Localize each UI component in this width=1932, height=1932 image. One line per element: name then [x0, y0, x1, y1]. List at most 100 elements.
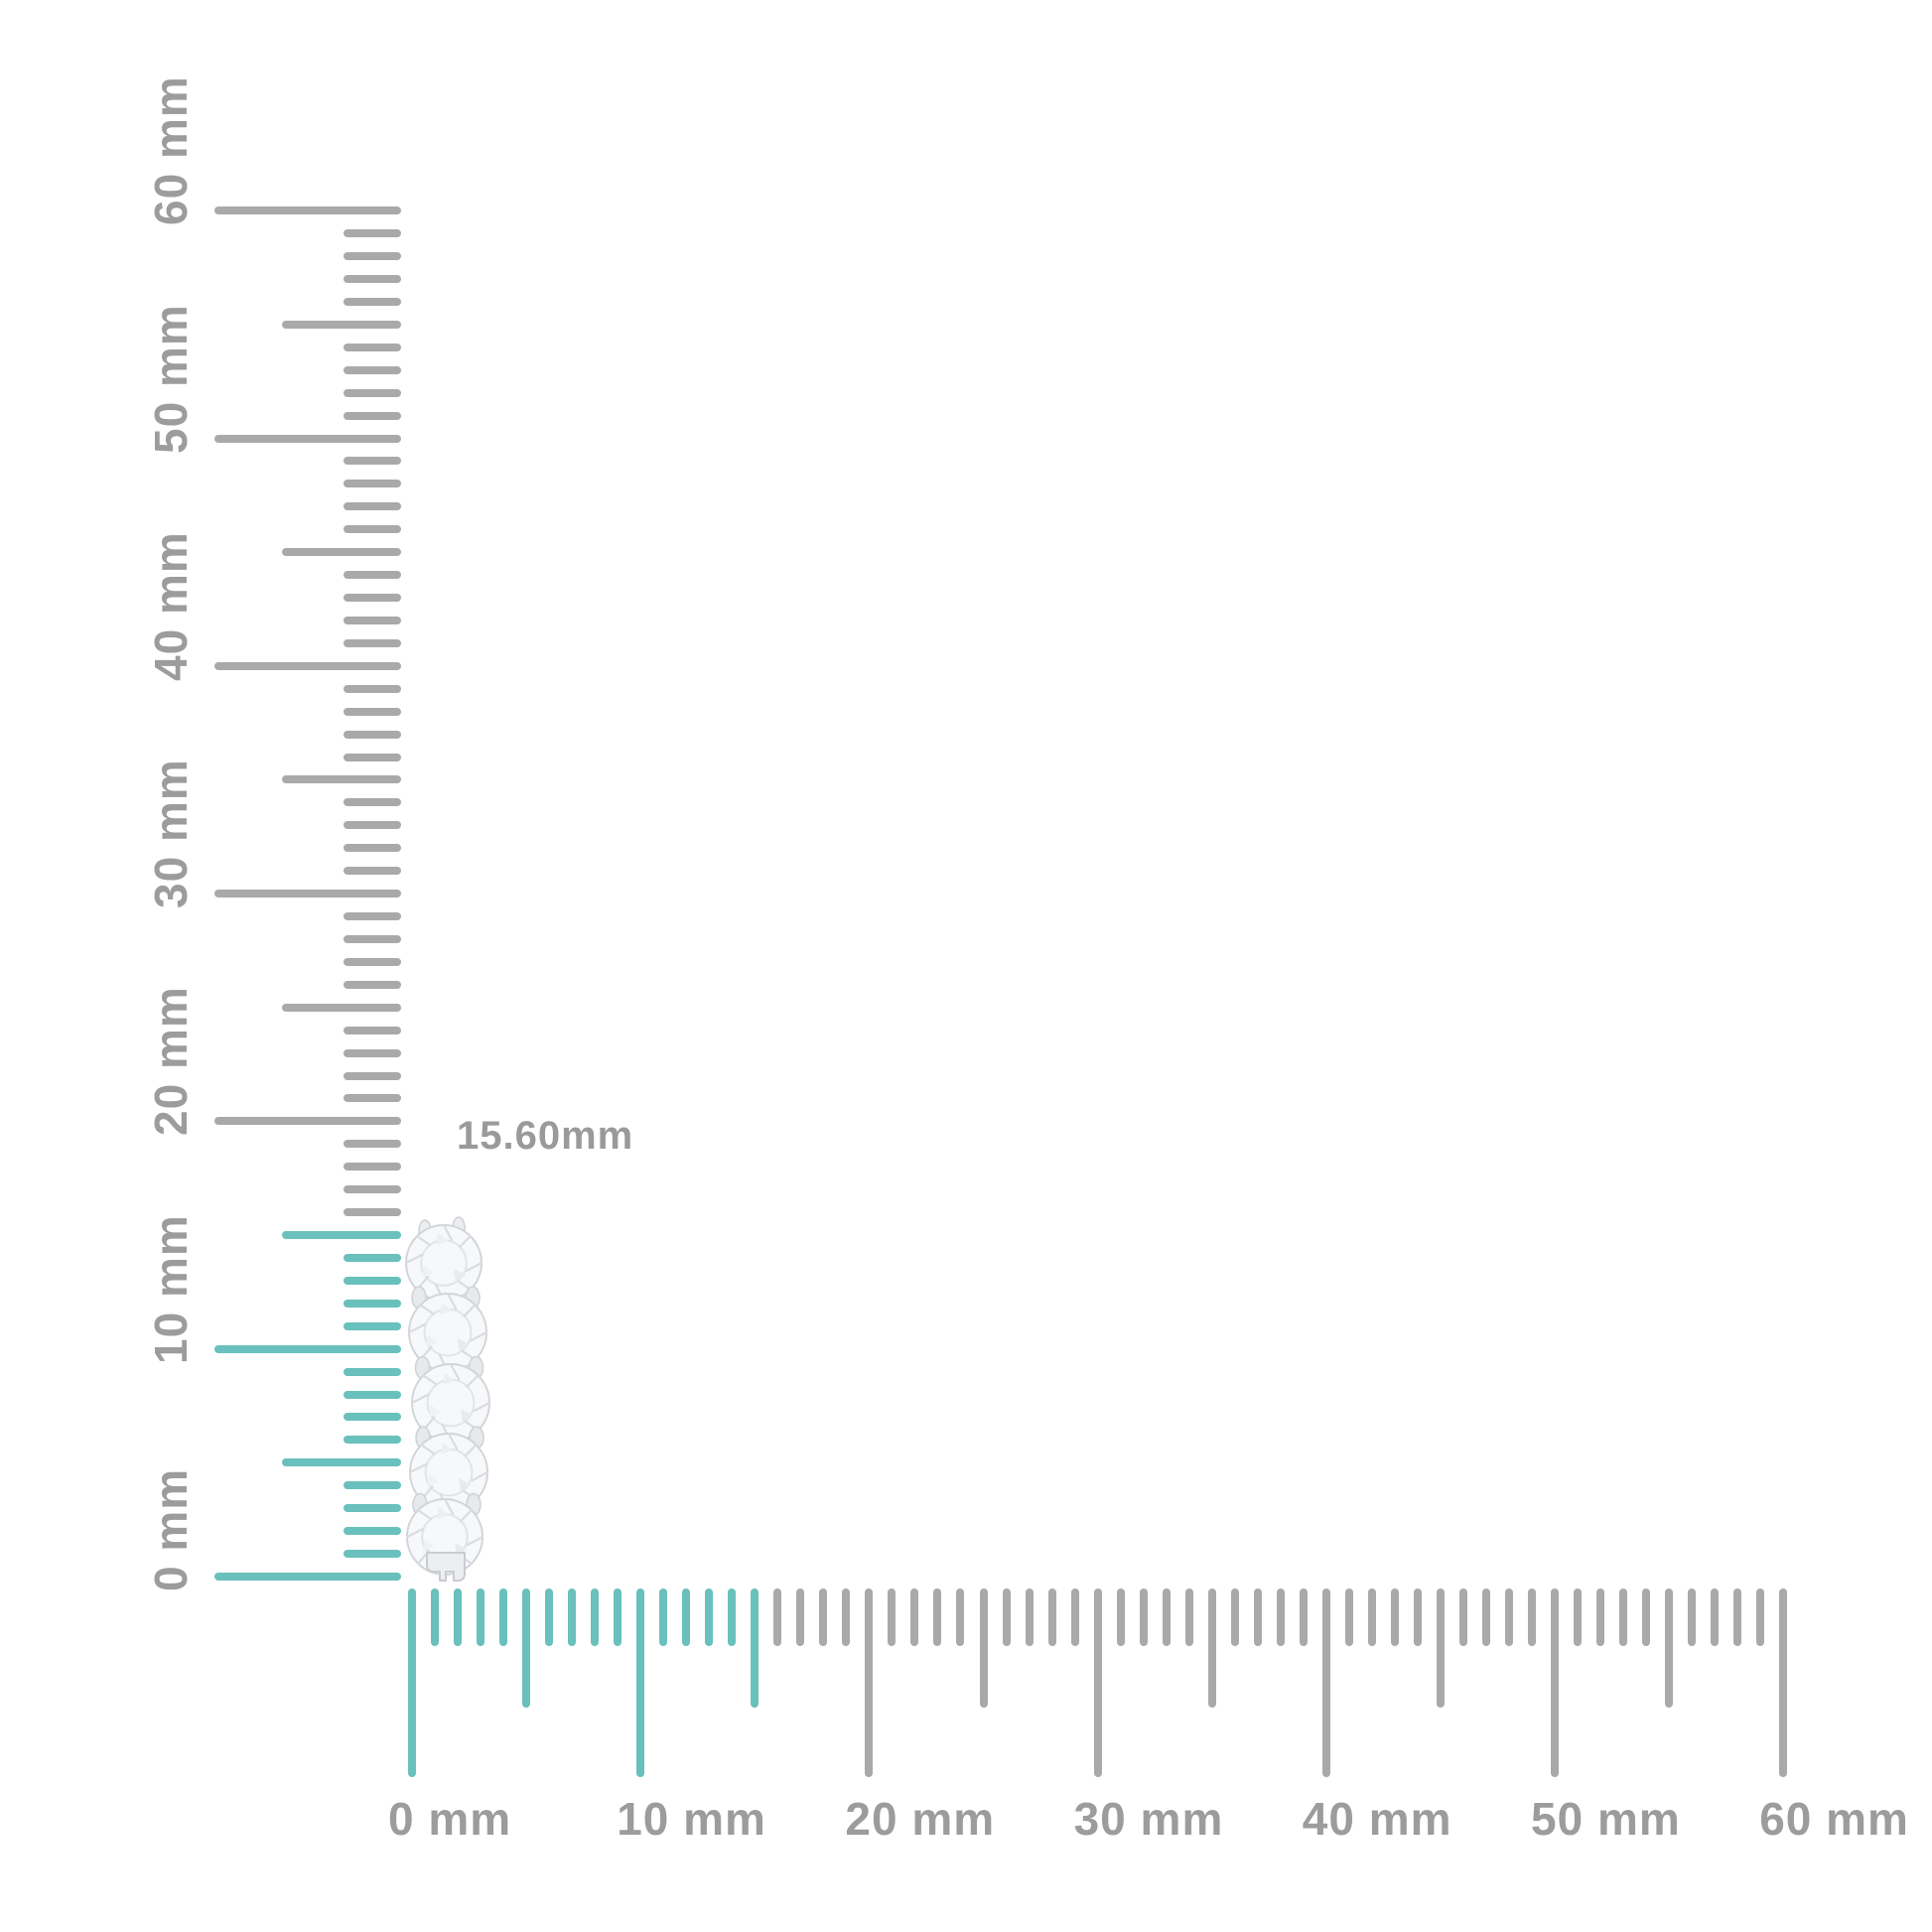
vertical-ruler-label: 50 mm [145, 303, 197, 454]
tick-mark [344, 1026, 401, 1035]
tick-mark [705, 1588, 714, 1646]
horizontal-ruler-label: 40 mm [1302, 1793, 1452, 1845]
tick-mark [1779, 1588, 1788, 1777]
tick-mark [344, 411, 401, 420]
tick-mark [344, 798, 401, 807]
tick-mark [344, 707, 401, 716]
tick-mark [522, 1588, 531, 1708]
tick-mark [1025, 1588, 1034, 1646]
tick-mark [344, 753, 401, 761]
horizontal-ruler-label: 10 mm [617, 1793, 766, 1845]
tick-mark [1253, 1588, 1262, 1646]
tick-mark [1162, 1588, 1171, 1646]
horizontal-ruler-label: 20 mm [845, 1793, 996, 1845]
tick-mark [1321, 1588, 1330, 1777]
tick-mark [282, 1231, 401, 1240]
tick-mark [344, 638, 401, 647]
tick-mark [344, 1413, 401, 1422]
tick-mark [408, 1588, 416, 1777]
tick-mark [1299, 1588, 1308, 1646]
tick-mark [431, 1588, 440, 1646]
tick-mark [1596, 1588, 1605, 1646]
tick-mark [1551, 1588, 1559, 1777]
tick-mark [1504, 1588, 1513, 1646]
tick-mark [933, 1588, 942, 1646]
tick-mark [344, 252, 401, 261]
tick-mark [1574, 1588, 1583, 1646]
tick-mark [344, 684, 401, 693]
tick-mark [214, 890, 401, 898]
tick-mark [865, 1588, 874, 1777]
tick-mark [214, 1344, 401, 1353]
tick-mark [454, 1588, 463, 1646]
horizontal-ruler-label: 50 mm [1531, 1793, 1681, 1845]
tick-mark [910, 1588, 919, 1646]
vertical-ruler-label: 30 mm [145, 759, 197, 909]
tick-mark [545, 1588, 554, 1646]
tick-mark [1367, 1588, 1376, 1646]
tick-mark [819, 1588, 828, 1646]
tick-mark [344, 480, 401, 488]
tick-mark [1733, 1588, 1742, 1646]
tick-mark [344, 229, 401, 238]
tick-mark [568, 1588, 577, 1646]
tick-mark [1665, 1588, 1674, 1708]
tick-mark [1047, 1588, 1056, 1646]
tick-mark [796, 1588, 805, 1646]
tick-mark [344, 980, 401, 989]
tick-mark [344, 388, 401, 397]
tick-mark [636, 1588, 645, 1777]
tick-mark [1184, 1588, 1193, 1646]
horizontal-ruler-label: 60 mm [1759, 1793, 1909, 1845]
tick-mark [956, 1588, 965, 1646]
tick-mark [344, 1504, 401, 1513]
tick-mark [1276, 1588, 1285, 1646]
tick-mark [1436, 1588, 1445, 1708]
tick-mark [344, 1140, 401, 1149]
tick-mark [1139, 1588, 1148, 1646]
tick-mark [282, 320, 401, 329]
vertical-ruler-label: 20 mm [145, 986, 197, 1137]
vertical-ruler-label: 40 mm [145, 531, 197, 681]
tick-mark [344, 1436, 401, 1445]
tick-mark [282, 548, 401, 557]
tick-mark [1093, 1588, 1102, 1777]
tick-mark [344, 730, 401, 739]
tick-mark [344, 1390, 401, 1399]
tick-mark [344, 525, 401, 534]
tick-mark [214, 661, 401, 670]
tick-mark [499, 1588, 508, 1646]
tick-mark [344, 343, 401, 351]
tick-mark [282, 1458, 401, 1467]
tick-mark [842, 1588, 851, 1646]
tick-mark [591, 1588, 600, 1646]
tick-mark [979, 1588, 988, 1708]
tick-mark [344, 1185, 401, 1194]
tick-mark [344, 1253, 401, 1262]
tick-mark [1413, 1588, 1422, 1646]
tick-mark [344, 594, 401, 602]
vertical-ruler-label: 0 mm [145, 1467, 197, 1591]
tick-mark [1344, 1588, 1353, 1646]
measurement-label: 15.60mm [457, 1114, 634, 1158]
tick-mark [1619, 1588, 1628, 1646]
tick-mark [1688, 1588, 1697, 1646]
tick-mark [1458, 1588, 1467, 1646]
tick-mark [282, 775, 401, 784]
tick-mark [344, 457, 401, 466]
tick-mark [344, 502, 401, 511]
tick-mark [751, 1588, 759, 1708]
tick-mark [214, 1573, 401, 1581]
tick-mark [344, 1367, 401, 1376]
tick-mark [888, 1588, 897, 1646]
tick-mark [773, 1588, 782, 1646]
tick-mark [1481, 1588, 1490, 1646]
earring-photo [404, 1216, 491, 1582]
tick-mark [1207, 1588, 1216, 1708]
tick-mark [214, 1117, 401, 1126]
tick-mark [477, 1588, 485, 1646]
tick-mark [344, 1276, 401, 1285]
tick-mark [344, 1048, 401, 1057]
tick-mark [1116, 1588, 1125, 1646]
